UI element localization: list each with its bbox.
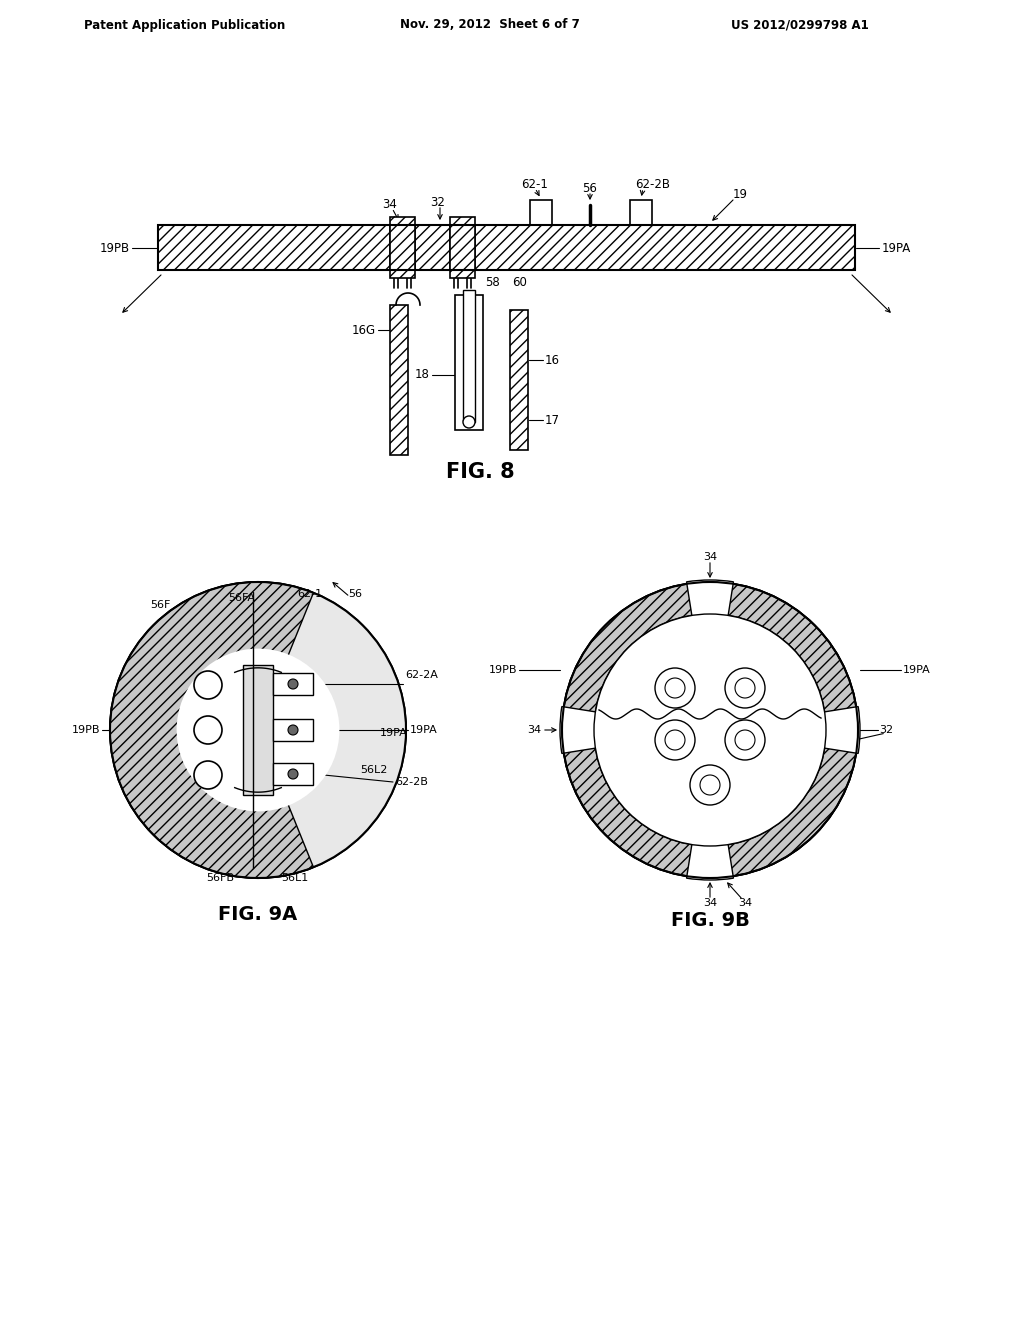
Bar	[158, 224, 390, 271]
Bar	[475, 224, 855, 271]
Text: 60: 60	[513, 276, 527, 289]
Text: 17: 17	[545, 413, 560, 426]
Bar	[390, 305, 408, 455]
Text: 34: 34	[738, 898, 752, 908]
Circle shape	[194, 715, 222, 744]
Text: 19: 19	[732, 189, 748, 202]
Text: 34: 34	[702, 552, 717, 562]
Circle shape	[690, 766, 730, 805]
Bar	[530, 201, 552, 224]
Text: 19PB: 19PB	[100, 242, 130, 255]
Bar	[415, 224, 450, 271]
Circle shape	[655, 668, 695, 708]
Text: 62-2A: 62-2A	[406, 671, 438, 680]
Text: 19PA: 19PA	[380, 729, 408, 738]
Bar	[463, 290, 475, 422]
Text: Nov. 29, 2012  Sheet 6 of 7: Nov. 29, 2012 Sheet 6 of 7	[400, 18, 580, 32]
Text: 62-2B: 62-2B	[395, 777, 428, 787]
Text: 56: 56	[583, 181, 597, 194]
Circle shape	[725, 668, 765, 708]
Bar	[455, 294, 483, 430]
Circle shape	[463, 416, 475, 428]
Text: 32: 32	[430, 195, 445, 209]
Text: 19PA: 19PA	[882, 242, 911, 255]
Text: 58: 58	[485, 276, 501, 289]
Text: 62-1: 62-1	[297, 589, 323, 599]
Bar	[158, 224, 855, 271]
Bar	[390, 216, 415, 279]
Bar	[450, 216, 475, 279]
Text: 56L2: 56L2	[360, 766, 387, 775]
Text: Patent Application Publication: Patent Application Publication	[84, 18, 286, 32]
Text: 16: 16	[545, 354, 560, 367]
Circle shape	[194, 762, 222, 789]
Text: 34: 34	[702, 898, 717, 908]
Bar	[273, 719, 313, 741]
Text: 32: 32	[879, 725, 893, 735]
Circle shape	[665, 730, 685, 750]
Circle shape	[110, 582, 406, 878]
Bar	[243, 665, 273, 795]
Bar	[630, 201, 652, 224]
Text: 56L1: 56L1	[282, 873, 308, 883]
Text: 16G: 16G	[352, 323, 376, 337]
Circle shape	[288, 770, 298, 779]
Text: 62-1: 62-1	[521, 178, 549, 191]
Wedge shape	[822, 706, 860, 754]
Circle shape	[665, 678, 685, 698]
Circle shape	[735, 678, 755, 698]
Wedge shape	[686, 842, 733, 880]
Text: 19PB: 19PB	[72, 725, 100, 735]
Bar	[273, 763, 313, 785]
Wedge shape	[686, 579, 733, 618]
Text: 19PB: 19PB	[488, 665, 517, 675]
Text: FIG. 9B: FIG. 9B	[671, 911, 750, 929]
Text: 56FA: 56FA	[228, 593, 256, 603]
Text: 56FB: 56FB	[206, 873, 234, 883]
Text: 34: 34	[383, 198, 397, 211]
Text: 19PA: 19PA	[903, 665, 931, 675]
Circle shape	[562, 582, 858, 878]
Circle shape	[655, 719, 695, 760]
Text: US 2012/0299798 A1: US 2012/0299798 A1	[731, 18, 869, 32]
Circle shape	[700, 775, 720, 795]
Text: 18: 18	[415, 368, 430, 381]
Wedge shape	[258, 593, 406, 867]
Bar	[510, 310, 528, 450]
Text: FIG. 9A: FIG. 9A	[218, 906, 298, 924]
Text: 56: 56	[348, 589, 362, 599]
Bar	[273, 673, 313, 696]
Wedge shape	[110, 582, 313, 878]
Circle shape	[194, 671, 222, 700]
Text: 19PA: 19PA	[410, 725, 437, 735]
Text: 34: 34	[527, 725, 541, 735]
Text: 56F: 56F	[150, 601, 170, 610]
Circle shape	[176, 648, 339, 812]
Circle shape	[594, 614, 826, 846]
Wedge shape	[560, 706, 597, 754]
Circle shape	[288, 725, 298, 735]
Text: FIG. 8: FIG. 8	[445, 462, 514, 482]
Circle shape	[725, 719, 765, 760]
Circle shape	[288, 678, 298, 689]
Circle shape	[735, 730, 755, 750]
Text: 62-2B: 62-2B	[636, 178, 671, 191]
